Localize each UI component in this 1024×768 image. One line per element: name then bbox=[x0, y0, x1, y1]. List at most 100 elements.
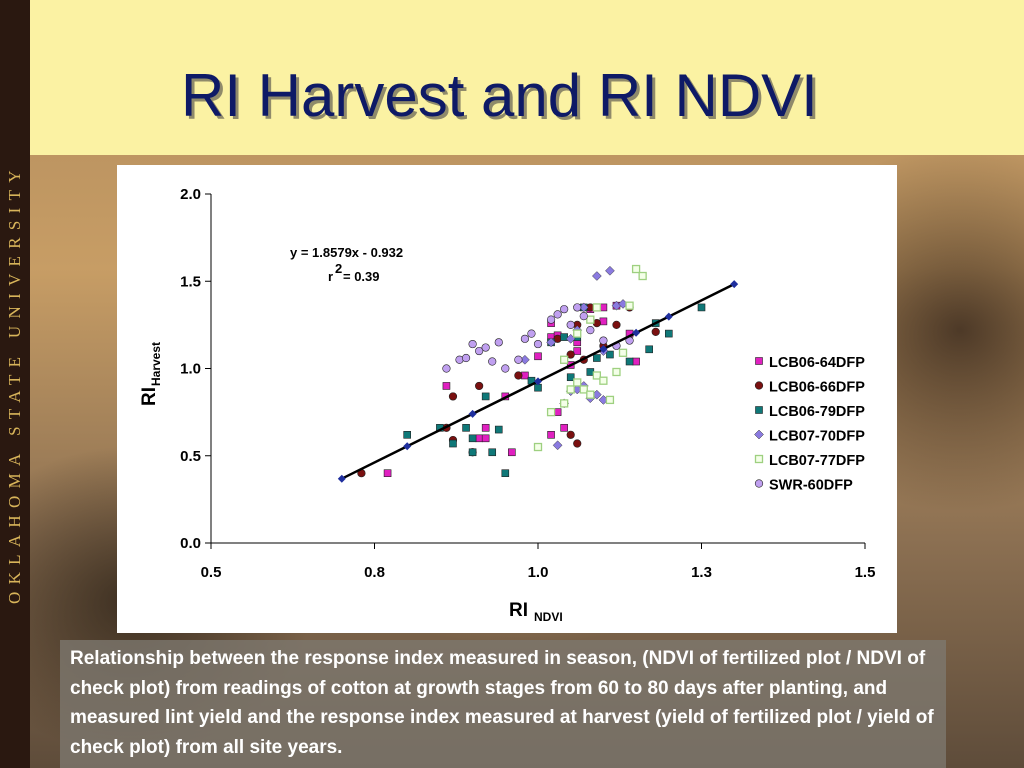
legend-label: LCB07-77DFP bbox=[769, 453, 865, 469]
y-tick-label: 0.5 bbox=[180, 448, 201, 465]
data-point bbox=[546, 407, 556, 417]
data-point bbox=[468, 339, 477, 349]
data-point bbox=[488, 448, 497, 457]
data-point bbox=[527, 329, 536, 338]
legend-item: SWR-60DFP bbox=[754, 478, 853, 494]
data-point bbox=[442, 382, 451, 390]
data-point bbox=[468, 434, 477, 443]
data-point bbox=[579, 312, 588, 321]
regression-marker bbox=[730, 280, 739, 289]
data-point bbox=[448, 392, 458, 401]
data-point bbox=[645, 345, 653, 354]
regression-marker bbox=[599, 345, 608, 354]
slide-title: RI Harvest and RI NDVI bbox=[181, 62, 818, 129]
data-point bbox=[599, 317, 608, 326]
y-tick-label: 1.5 bbox=[180, 273, 201, 290]
data-point bbox=[586, 390, 595, 399]
data-point bbox=[566, 350, 575, 359]
data-point bbox=[468, 448, 477, 457]
sidebar-banner: OKLAHOMA STATE UNIVERSITY bbox=[0, 0, 30, 768]
caption-box: Relationship between the response index … bbox=[60, 640, 946, 768]
data-point bbox=[605, 265, 615, 276]
data-point bbox=[553, 310, 562, 319]
data-point bbox=[586, 315, 595, 324]
legend-marker bbox=[754, 381, 764, 390]
legend-marker bbox=[754, 454, 764, 464]
legend-marker bbox=[754, 479, 764, 488]
data-point bbox=[566, 373, 575, 382]
legend-item: LCB07-77DFP bbox=[754, 453, 865, 469]
x-axis-title-subscript: NDVI bbox=[534, 610, 563, 624]
x-tick-label: 1.0 bbox=[528, 564, 549, 581]
data-point bbox=[573, 347, 582, 355]
legend-label: LCB06-66DFP bbox=[769, 380, 865, 396]
x-tick-label: 1.5 bbox=[855, 564, 876, 581]
r-squared-value: = 0.39 bbox=[343, 269, 380, 284]
data-point bbox=[449, 439, 457, 448]
data-point bbox=[592, 371, 602, 380]
data-point bbox=[606, 350, 614, 359]
data-point bbox=[547, 431, 555, 439]
data-point bbox=[461, 353, 471, 363]
data-point bbox=[403, 431, 412, 439]
legend-marker bbox=[755, 357, 763, 365]
data-point bbox=[383, 469, 392, 478]
x-tick-label: 1.3 bbox=[691, 564, 712, 581]
data-point bbox=[501, 469, 510, 478]
regression-marker bbox=[337, 474, 346, 483]
y-tick-label: 0.0 bbox=[180, 535, 201, 552]
data-point bbox=[599, 376, 608, 385]
r-squared-label: r bbox=[328, 269, 333, 284]
data-point bbox=[605, 395, 615, 405]
data-point bbox=[514, 355, 523, 364]
data-point bbox=[481, 434, 490, 443]
data-point bbox=[488, 357, 497, 366]
data-point bbox=[593, 354, 601, 362]
data-point bbox=[631, 264, 641, 274]
y-axis-title-subscript: Harvest bbox=[149, 342, 163, 386]
title-shadow: RI Harvest and RI NDVI bbox=[184, 65, 821, 132]
data-point bbox=[586, 326, 595, 335]
data-point bbox=[494, 338, 503, 347]
data-point bbox=[638, 271, 647, 281]
regression-marker bbox=[403, 442, 412, 451]
data-point bbox=[579, 385, 588, 394]
data-point bbox=[651, 327, 660, 336]
caption-text: Relationship between the response index … bbox=[70, 648, 934, 758]
regression-marker bbox=[534, 377, 542, 386]
series-lcb07-77dfp bbox=[533, 264, 647, 452]
data-point bbox=[560, 305, 569, 314]
chart-panel: 0.0 0.5 1.0 1.5 2.0 0.5 0.8 1.0 1.3 1.5 RI NDVI RI Ha… bbox=[117, 165, 897, 633]
regression-marker bbox=[468, 409, 477, 418]
regression-equation: y = 1.8579x - 0.932 bbox=[290, 245, 403, 260]
legend-item: LCB06-66DFP bbox=[754, 380, 865, 396]
data-point bbox=[520, 334, 530, 343]
legend-label: SWR-60DFP bbox=[769, 478, 853, 494]
data-point bbox=[481, 343, 490, 352]
data-point bbox=[508, 448, 516, 457]
regression-marker bbox=[664, 312, 673, 321]
legend-label: LCB06-79DFP bbox=[769, 404, 865, 420]
x-tick-label: 0.5 bbox=[201, 564, 222, 581]
data-point bbox=[592, 271, 602, 281]
data-point bbox=[573, 329, 582, 338]
title-bar bbox=[30, 0, 1024, 155]
data-point bbox=[475, 381, 484, 391]
legend-marker bbox=[755, 406, 763, 414]
x-axis-title: RI bbox=[509, 600, 528, 621]
data-point bbox=[566, 430, 575, 439]
data-point bbox=[560, 355, 569, 364]
legend-label: LCB07-70DFP bbox=[769, 429, 865, 445]
data-point bbox=[664, 329, 673, 338]
data-point bbox=[533, 339, 543, 349]
legend-label: LCB06-64DFP bbox=[769, 355, 865, 371]
data-point bbox=[697, 303, 706, 312]
data-point bbox=[592, 303, 602, 312]
y-tick-label: 2.0 bbox=[180, 186, 201, 203]
legend-item: LCB06-64DFP bbox=[755, 355, 865, 371]
data-point bbox=[501, 364, 510, 373]
data-point bbox=[625, 301, 634, 310]
data-point bbox=[625, 357, 634, 366]
data-point bbox=[442, 364, 451, 373]
sidebar-university-name: OKLAHOMA STATE UNIVERSITY bbox=[5, 163, 24, 605]
